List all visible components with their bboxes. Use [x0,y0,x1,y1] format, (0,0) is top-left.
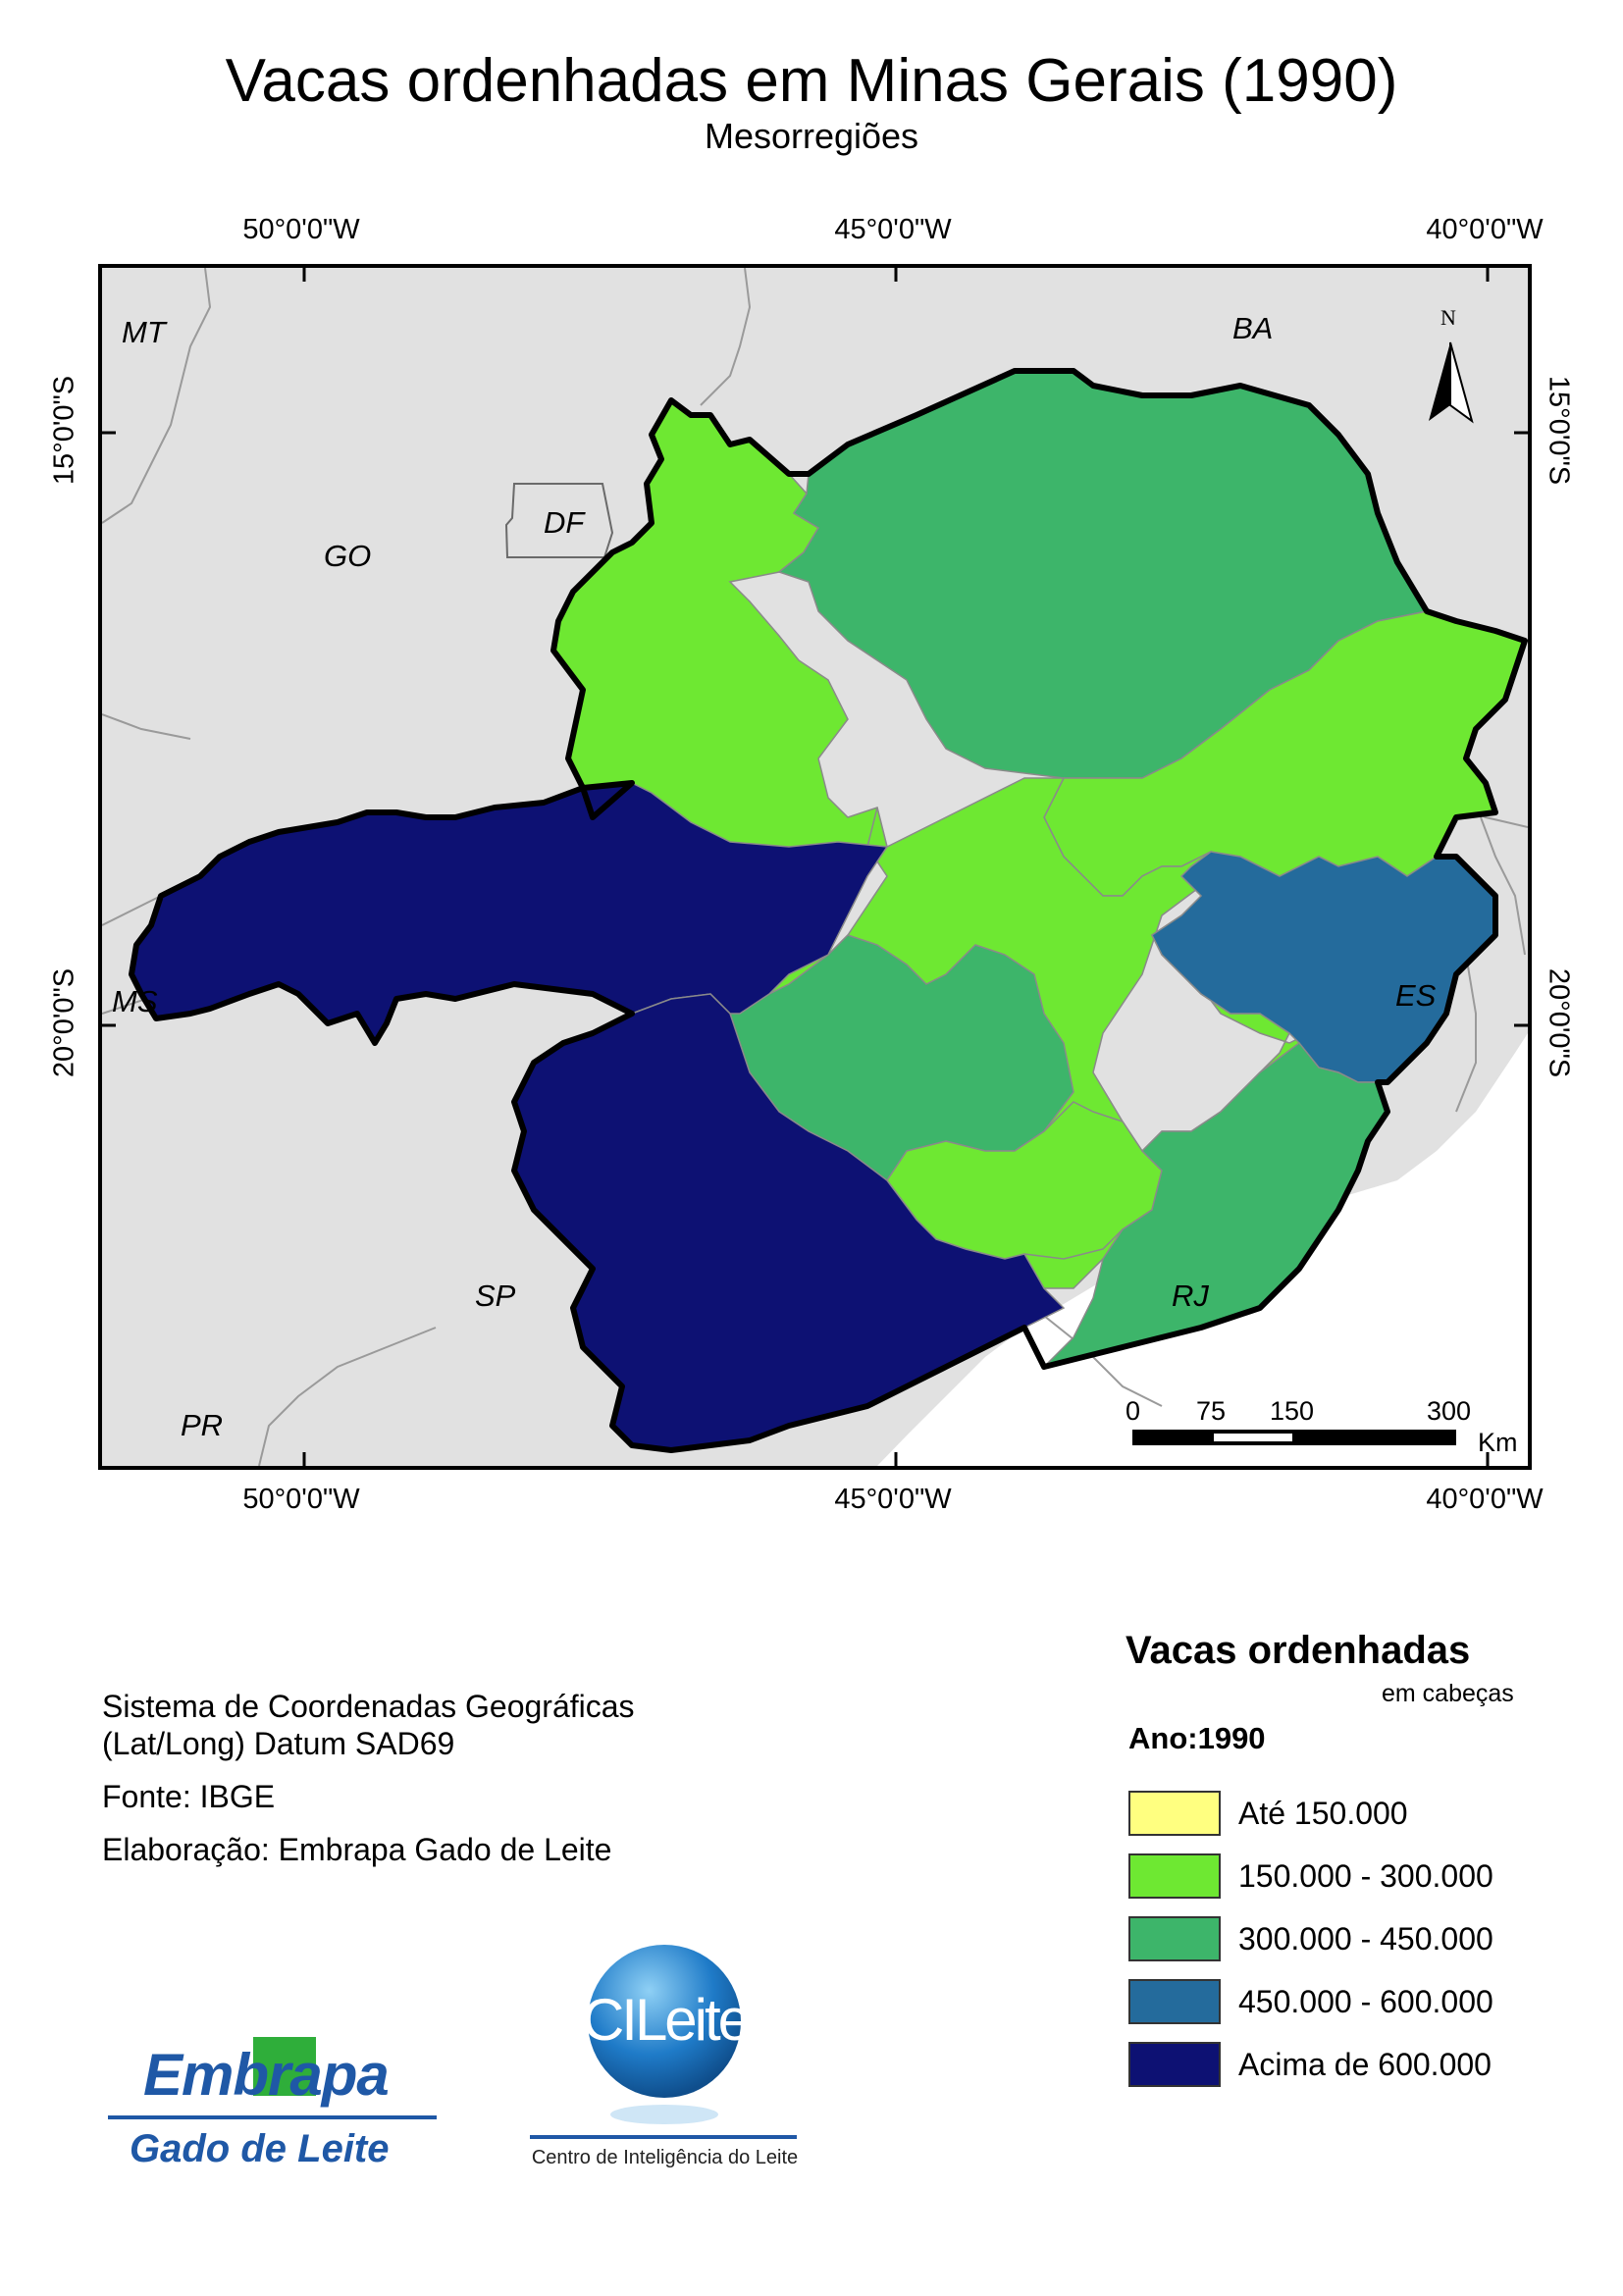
legend-label: Acima de 600.000 [1238,2046,1492,2082]
author-text: Elaboração: Embrapa Gado de Leite [102,1832,612,1867]
cileite-logo: CILeite Centro de Inteligência do Leite [530,1943,810,2178]
state-label-df: DF [544,505,585,540]
state-label-es: ES [1395,978,1437,1013]
legend-swatch [1128,2042,1221,2087]
minas-gerais [131,370,1526,1451]
graticule-ticks [102,268,1528,1466]
legend-item: Acima de 600.000 [1128,2039,1492,2090]
state-label-ba: BA [1232,311,1274,345]
legend-swatch [1128,1853,1221,1899]
cileite-logo-name: CILeite [581,1987,751,2053]
state-label-ms: MS [112,984,158,1018]
map-subtitle: Mesorregiões [704,116,919,156]
legend-swatch [1128,1791,1221,1836]
state-label-go: GO [324,539,372,573]
scale-bar [1132,1430,1456,1445]
lon-label-bottom-50w: 50°0'0"W [242,1484,360,1515]
source-text: Fonte: IBGE [102,1779,276,1814]
coordinate-system-line1: Sistema de Coordenadas Geográficas [102,1689,635,1724]
legend-label: 150.000 - 300.000 [1238,1857,1493,1894]
lon-label-bottom-45w: 45°0'0"W [834,1484,952,1515]
embrapa-logo-name: Embrapa [143,2042,390,2108]
scale-tick-75: 75 [1196,1396,1227,1426]
lon-label-bottom-40w: 40°0'0"W [1426,1484,1544,1515]
legend-label: 450.000 - 600.000 [1238,1983,1493,2019]
legend-units: em cabeças [1382,1680,1514,1707]
map-title: Vacas ordenhadas em Minas Gerais (1990) [225,47,1398,115]
cileite-logo-graphic [530,1945,797,2139]
state-label-pr: PR [181,1408,224,1442]
north-arrow-label: N [1440,305,1456,330]
legend-item: Até 150.000 [1128,1788,1408,1839]
legend-year: Ano:1990 [1128,1721,1266,1755]
state-label-mt: MT [122,315,166,349]
map-frame[interactable]: MT BA GO DF MS ES SP RJ PR N 0 75 150 30… [98,264,1532,1470]
lat-label-left-15s: 15°0'0"S [48,375,80,486]
legend-swatch [1128,1979,1221,2024]
lat-label-left-20s: 20°0'0"S [48,967,80,1078]
legend-item: 150.000 - 300.000 [1128,1851,1493,1902]
map-svg [102,268,1528,1466]
north-arrow-icon [1429,341,1474,424]
scale-unit: Km [1478,1428,1518,1457]
legend-label: 300.000 - 450.000 [1238,1920,1493,1957]
scale-tick-300: 300 [1427,1396,1472,1426]
lon-label-top-50w: 50°0'0"W [242,214,360,245]
lat-label-right-15s: 15°0'0"S [1543,375,1575,486]
embrapa-logo: Embrapa Gado de Leite [108,2021,456,2188]
coordinate-system-line2: (Lat/Long) Datum SAD69 [102,1726,455,1761]
legend-label: Até 150.000 [1238,1795,1408,1831]
minas-gerais-outline [129,368,1528,1453]
embrapa-logo-unit: Gado de Leite [130,2127,390,2170]
lon-label-top-40w: 40°0'0"W [1426,214,1544,245]
lat-label-right-20s: 20°0'0"S [1543,967,1575,1078]
lon-label-top-45w: 45°0'0"W [834,214,952,245]
legend-item: 300.000 - 450.000 [1128,1913,1493,1964]
cileite-logo-caption: Centro de Inteligência do Leite [531,2147,799,2168]
legend-title: Vacas ordenhadas [1126,1629,1471,1672]
legend-swatch [1128,1916,1221,1961]
scale-tick-0: 0 [1126,1396,1141,1426]
state-label-sp: SP [475,1278,516,1313]
state-label-rj: RJ [1172,1278,1209,1313]
legend-item: 450.000 - 600.000 [1128,1976,1493,2027]
scale-tick-150: 150 [1270,1396,1315,1426]
embrapa-logo-graphic [108,2021,456,2188]
